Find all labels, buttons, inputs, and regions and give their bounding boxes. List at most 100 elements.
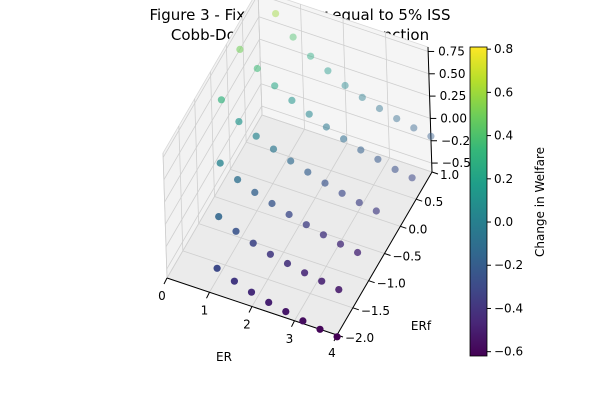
scatter-point	[283, 259, 292, 268]
colorbar-label: Change in Welfare	[533, 147, 547, 257]
scatter-point	[391, 165, 399, 173]
z-gridline-left	[164, 38, 260, 203]
scatter-point	[307, 52, 315, 60]
scatter-point	[319, 231, 327, 239]
y-tick-mark	[416, 198, 423, 202]
z-gridline-back	[273, 0, 429, 52]
scatter-point	[268, 199, 276, 208]
scatter-point	[236, 45, 244, 54]
scatter-point	[235, 118, 243, 126]
y-tick-mark	[384, 253, 391, 256]
scatter-point	[234, 176, 242, 184]
y-gridline-left	[241, 17, 247, 143]
x-tick-mark	[206, 292, 210, 299]
scatter-point	[230, 277, 238, 285]
x-tick-mark	[163, 277, 168, 285]
y-gridline-left	[194, 98, 200, 224]
scatter-points	[213, 10, 435, 341]
colorbar-tick-label: −0.6	[494, 345, 523, 359]
y-tick-label: 0.5	[424, 195, 443, 209]
scatter-point	[358, 93, 366, 101]
scatter-point	[271, 82, 279, 90]
scatter-point	[269, 145, 278, 153]
y-tick-mark	[400, 225, 407, 229]
x-tick-label: 1	[201, 303, 209, 317]
scatter-point	[288, 96, 296, 104]
scatter-point	[375, 104, 384, 113]
scatter-point	[335, 286, 343, 294]
scatter-point	[253, 64, 261, 73]
scatter-point	[322, 123, 330, 131]
z-gridline-back	[259, 38, 430, 97]
y-gridline-floor	[182, 250, 353, 309]
z-gridline-back	[260, 61, 431, 119]
z-tick-label: 0.25	[440, 89, 467, 103]
colorbar-ticks: −0.6 −0.4 −0.2 0.0 0.2 0.4 0.6 0.8	[487, 42, 523, 359]
y-tick-label: −2.0	[345, 331, 374, 345]
scatter-point	[340, 135, 348, 143]
x-tick-label: 0	[158, 289, 166, 303]
scatter-point	[318, 277, 326, 285]
x-gridline-back	[342, 18, 348, 144]
colorbar-tick-label: −0.2	[494, 258, 523, 272]
scatter-point	[355, 199, 363, 207]
scatter-point	[427, 132, 435, 140]
scatter-point	[266, 250, 274, 258]
scatter-point	[374, 155, 382, 163]
scatter-point	[321, 179, 329, 187]
scatter-point	[217, 96, 225, 104]
scatter-point	[316, 325, 324, 333]
scatter-point	[410, 124, 418, 132]
scatter-point	[232, 227, 240, 235]
z-tick-label: −0.25	[441, 134, 478, 148]
scatter-point	[272, 10, 280, 18]
scatter-point	[304, 168, 312, 176]
x-axis-label: ER	[216, 350, 232, 364]
x-gridline-back	[385, 32, 390, 158]
scatter-point	[336, 240, 345, 248]
scatter-point	[408, 174, 416, 182]
z-gridline-left	[162, 0, 256, 158]
scatter-point	[338, 189, 346, 197]
y-tick-label: −1.0	[377, 277, 406, 291]
scatter-point	[305, 110, 313, 118]
z-gridline-left	[165, 83, 262, 247]
y-gridline-left	[210, 71, 215, 197]
x-tick-label: 3	[286, 332, 294, 346]
colorbar-tick-label: 0.0	[494, 215, 513, 229]
scatter-point	[213, 264, 221, 272]
y-gridline-left	[162, 152, 168, 279]
scatter-point	[251, 188, 259, 196]
z-tick-label: 0.75	[438, 44, 465, 58]
scatter-point	[372, 207, 380, 215]
scatter-point	[324, 67, 332, 75]
scatter-point	[265, 298, 273, 306]
z-tick-label: 0.50	[439, 67, 466, 81]
y-tick-label: −0.5	[393, 250, 422, 264]
y-gridline-floor	[261, 114, 433, 173]
y-tick-label: 0.0	[408, 222, 427, 236]
x-tick-mark	[248, 306, 253, 313]
y-tick-label: −1.5	[361, 304, 390, 318]
x-tick-label: 2	[243, 318, 251, 332]
scatter-point	[285, 210, 293, 219]
colorbar-tick-label: 0.4	[494, 129, 513, 143]
z-tick-label: 0.00	[440, 111, 467, 125]
scatter-point	[282, 308, 290, 316]
y-tick-mark	[368, 280, 375, 284]
z-gridline-back	[258, 16, 429, 75]
tick-labels: 0 1 2 3 4 −2.0 −1.5 −1.0 −0.5 0.0 0.5 1.0−0.50 −0.25…	[158, 44, 478, 360]
y-gridline-left	[257, 0, 263, 116]
z-gridline-back	[260, 83, 432, 142]
colorbar: −0.6 −0.4 −0.2 0.0 0.2 0.4 0.6 0.8 Change in We…	[469, 42, 547, 359]
x-gridline-back	[300, 4, 305, 130]
colorbar-gradient	[469, 46, 488, 357]
x-tick-label: 4	[328, 346, 336, 360]
scatter-point	[341, 81, 349, 90]
scatter-point	[249, 239, 257, 247]
colorbar-tick-label: 0.6	[494, 85, 513, 99]
y-axis-label: ERf	[411, 319, 432, 333]
z-gridline-left	[164, 61, 261, 225]
y-tick-mark	[352, 307, 359, 311]
